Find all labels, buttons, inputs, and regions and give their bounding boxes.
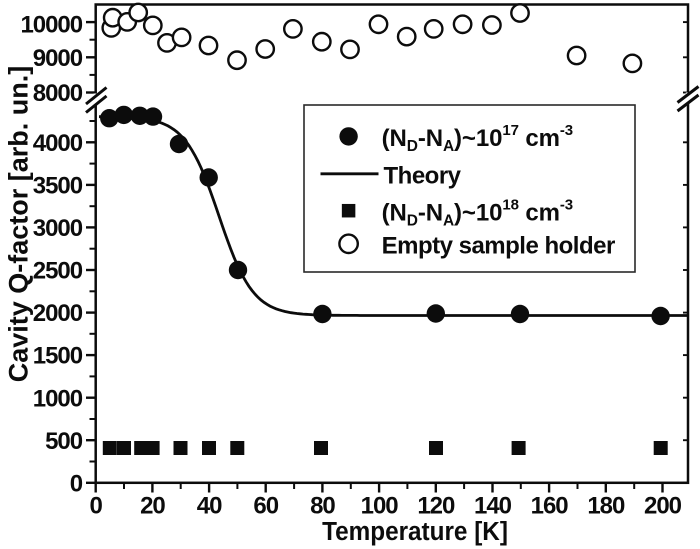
svg-text:140: 140: [474, 493, 512, 520]
svg-text:100: 100: [361, 493, 399, 520]
svg-text:Empty sample holder: Empty sample holder: [382, 232, 615, 259]
svg-text:3000: 3000: [33, 215, 83, 242]
svg-text:3500: 3500: [33, 173, 83, 200]
svg-text:Cavity Q-factor [arb. un.]: Cavity Q-factor [arb. un.]: [4, 66, 34, 383]
svg-text:10000: 10000: [21, 11, 83, 38]
svg-text:0: 0: [90, 493, 103, 520]
svg-text:Temperature [K]: Temperature [K]: [322, 517, 508, 546]
svg-text:60: 60: [253, 493, 278, 520]
svg-text:1000: 1000: [33, 385, 83, 412]
svg-text:Theory: Theory: [384, 162, 462, 189]
svg-text:0: 0: [70, 470, 83, 497]
svg-text:160: 160: [531, 493, 569, 520]
svg-text:2000: 2000: [33, 300, 83, 327]
svg-text:1500: 1500: [33, 343, 83, 370]
svg-text:(ND-NA)~1017 cm-3: (ND-NA)~1017 cm-3: [382, 122, 573, 155]
svg-text:120: 120: [417, 493, 455, 520]
svg-text:80: 80: [310, 493, 335, 520]
svg-text:20: 20: [140, 493, 165, 520]
svg-text:500: 500: [45, 428, 83, 455]
svg-text:9000: 9000: [33, 45, 83, 72]
svg-text:40: 40: [197, 493, 222, 520]
svg-text:4000: 4000: [33, 130, 83, 157]
svg-text:200: 200: [644, 493, 682, 520]
svg-text:2500: 2500: [33, 258, 83, 285]
svg-text:8000: 8000: [33, 80, 83, 107]
svg-text:180: 180: [587, 493, 625, 520]
